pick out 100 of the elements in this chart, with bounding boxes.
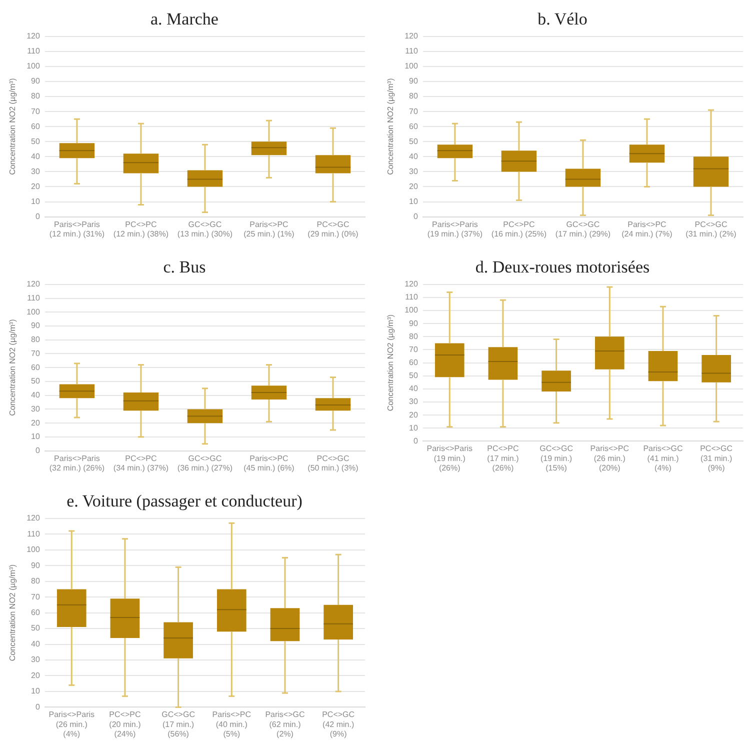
y-tick-label: 110 <box>27 293 40 302</box>
y-tick-label: 50 <box>31 136 40 146</box>
x-tick-label: Paris<>PC (26 min.) (20%) <box>590 444 630 472</box>
y-tick-label: 10 <box>31 432 40 442</box>
y-tick-label: 40 <box>31 639 40 648</box>
x-tick-label: Paris<>GC (62 min.) (2%) <box>265 710 305 738</box>
y-tick-label: 10 <box>31 686 40 696</box>
x-tick-label: PC<>PC (34 min.) (37%) <box>113 454 169 472</box>
y-tick-label: 20 <box>31 670 40 680</box>
x-tick-label: GC<>GC (13 min.) (30%) <box>177 220 233 238</box>
x-tick-label: Paris<>PC (45 min.) (6%) <box>244 454 295 472</box>
y-tick-label: 50 <box>409 136 418 146</box>
y-tick-label: 40 <box>409 152 418 161</box>
y-tick-label: 100 <box>404 306 418 315</box>
x-tick-label: GC<>GC (36 min.) (27%) <box>177 454 233 472</box>
y-tick-label: 70 <box>31 348 40 358</box>
x-tick-label: GC<>GC (17 min.) (56%) <box>162 710 196 738</box>
y-tick-label: 100 <box>26 545 40 554</box>
x-tick-label: PC<>PC (12 min.) (38%) <box>113 220 169 238</box>
chart-title: e. Voiture (passager et conducteur) <box>66 492 302 511</box>
y-tick-label: 10 <box>409 423 418 432</box>
y-tick-label: 110 <box>27 46 40 56</box>
y-tick-label: 0 <box>35 702 40 712</box>
y-tick-label: 60 <box>409 358 418 368</box>
x-tick-label: PC<>PC (20 min.) (24%) <box>109 710 142 738</box>
x-tick-label: Paris<>PC (25 min.) (1%) <box>244 220 295 238</box>
y-axis-title: Concentration NO2 (µg/m³) <box>386 78 396 175</box>
y-tick-label: 90 <box>31 560 40 570</box>
y-tick-label: 120 <box>404 32 418 41</box>
x-tick-label: Paris<>Paris (19 min.) (37%) <box>427 220 483 238</box>
y-tick-label: 100 <box>26 307 40 316</box>
x-tick-label: Paris<>Paris (32 min.) (26%) <box>49 454 105 472</box>
x-tick-label: Paris<>Paris (19 min.) (26%) <box>426 444 473 472</box>
y-tick-label: 0 <box>35 446 40 456</box>
x-tick-label: PC<>GC (42 min.) (9%) <box>322 710 355 738</box>
x-tick-label: GC<>GC (17 min.) (29%) <box>555 220 611 238</box>
y-tick-label: 100 <box>26 62 40 71</box>
y-tick-label: 10 <box>409 196 418 206</box>
y-tick-label: 70 <box>409 106 418 116</box>
x-tick-label: PC<>GC (50 min.) (3%) <box>308 454 359 472</box>
y-tick-label: 40 <box>31 152 40 161</box>
y-tick-label: 30 <box>31 655 40 664</box>
y-tick-label: 70 <box>31 106 40 116</box>
y-tick-label: 120 <box>404 280 418 289</box>
y-tick-label: 110 <box>405 292 418 302</box>
x-tick-label: Paris<>Paris (26 min.) (4%) <box>48 710 95 738</box>
y-tick-label: 60 <box>31 122 40 131</box>
chart-title: c. Bus <box>163 258 206 277</box>
y-tick-label: 30 <box>409 397 418 406</box>
y-axis-title: Concentration NO2 (µg/m³) <box>8 318 18 416</box>
y-tick-label: 120 <box>26 280 40 289</box>
y-tick-label: 60 <box>31 608 40 618</box>
x-tick-label: Paris<>PC (24 min.) (7%) <box>622 220 673 238</box>
y-tick-label: 0 <box>413 212 418 222</box>
y-tick-label: 50 <box>31 624 40 633</box>
y-tick-label: 80 <box>409 332 418 341</box>
y-tick-label: 20 <box>31 418 40 428</box>
y-tick-label: 100 <box>404 62 418 71</box>
y-tick-label: 30 <box>31 166 40 176</box>
y-tick-label: 0 <box>35 212 40 222</box>
y-axis-title: Concentration NO2 (µg/m³) <box>8 564 18 662</box>
x-tick-label: PC<>PC (16 min.) (25%) <box>491 220 547 238</box>
chart-title: b. Vélo <box>538 10 588 29</box>
y-tick-label: 40 <box>31 390 40 400</box>
y-tick-label: 70 <box>409 344 418 354</box>
y-tick-label: 20 <box>31 182 40 191</box>
y-tick-label: 90 <box>31 76 40 86</box>
y-tick-label: 20 <box>409 410 418 420</box>
x-tick-label: GC<>GC (19 min.) (15%) <box>540 444 574 472</box>
y-tick-label: 80 <box>409 92 418 101</box>
y-tick-label: 60 <box>409 122 418 131</box>
y-tick-label: 30 <box>31 404 40 414</box>
y-tick-label: 40 <box>409 384 418 394</box>
chart-title: a. Marche <box>150 10 218 29</box>
x-tick-label: Paris<>GC (41 min.) (4%) <box>643 444 683 472</box>
y-tick-label: 50 <box>31 376 40 386</box>
y-axis-title: Concentration NO2 (µg/m³) <box>8 78 18 175</box>
y-tick-label: 50 <box>409 371 418 380</box>
y-tick-label: 80 <box>31 576 40 586</box>
y-tick-label: 60 <box>31 362 40 372</box>
y-tick-label: 80 <box>31 92 40 101</box>
y-tick-label: 90 <box>409 76 418 86</box>
y-tick-label: 80 <box>31 335 40 344</box>
y-tick-label: 90 <box>409 318 418 328</box>
y-tick-label: 70 <box>31 592 40 602</box>
x-tick-label: PC<>GC (29 min.) (0%) <box>308 220 359 238</box>
x-tick-label: Paris<>Paris (12 min.) (31%) <box>49 220 105 238</box>
y-axis-title: Concentration NO2 (µg/m³) <box>386 314 396 412</box>
y-tick-label: 20 <box>409 182 418 191</box>
y-tick-label: 120 <box>26 514 40 523</box>
y-tick-label: 110 <box>405 46 418 56</box>
x-tick-label: PC<>GC (31 min.) (9%) <box>700 444 733 472</box>
y-tick-label: 10 <box>31 196 40 206</box>
y-tick-label: 30 <box>409 166 418 176</box>
y-tick-label: 120 <box>26 32 40 41</box>
y-tick-label: 0 <box>413 436 418 446</box>
x-tick-label: PC<>GC (31 min.) (2%) <box>686 220 737 238</box>
y-tick-label: 90 <box>31 321 40 330</box>
x-tick-label: PC<>PC (17 min.) (26%) <box>487 444 520 472</box>
y-tick-label: 110 <box>27 529 40 538</box>
